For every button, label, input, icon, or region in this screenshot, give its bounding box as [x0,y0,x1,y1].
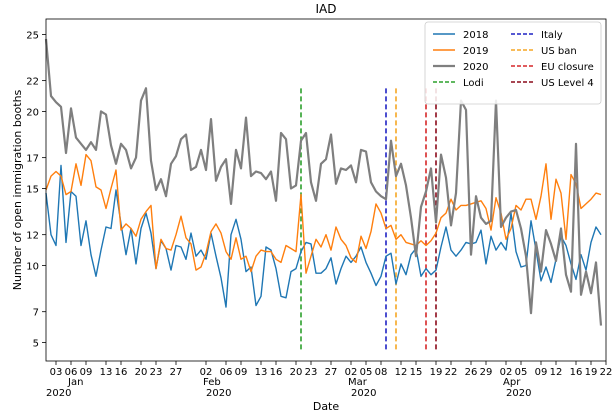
x-month-label: Feb [203,377,221,388]
x-month-label: Mar [348,377,368,388]
x-year-label: 2020 [351,388,376,399]
x-tick-label: 02 [345,367,358,378]
y-tick-label: 5 [33,339,39,350]
y-tick-label: 15 [26,184,39,195]
x-tick-label: 27 [170,367,183,378]
legend-label: 2018 [463,30,488,41]
x-axis-title: Date [313,400,340,413]
x-tick-label: 09 [535,367,548,378]
x-tick-label: 13 [100,367,113,378]
y-axis-title: Number of open immigration booths [11,89,24,290]
x-month-label: Apr [503,377,521,388]
y-tick-label: 12 [26,231,39,242]
event-lines [300,88,437,351]
x-tick-label: 16 [270,367,283,378]
x-tick-label: 02 [500,367,513,378]
x-tick-label: 22 [445,367,458,378]
x-tick-label: 06 [65,367,78,378]
x-tick-label: 22 [600,367,613,378]
legend-label: US ban [541,46,577,57]
series-line-2019 [45,153,602,274]
x-tick-label: 23 [305,367,318,378]
legend-label: Italy [541,30,563,41]
y-tick-label: 17 [26,154,39,165]
y-tick-label: 20 [26,107,39,118]
x-year-label: 2020 [46,388,71,399]
x-tick-label: 16 [115,367,128,378]
legend-box [424,21,602,105]
x-tick-label: 06 [220,367,233,378]
series-line-2018 [45,164,602,308]
y-tick-label: 10 [26,261,39,272]
x-tick-label: 05 [515,367,528,378]
x-tick-label: 12 [550,367,563,378]
x-tick-label: 02 [200,367,213,378]
chart-title: IAD [316,2,337,16]
x-year-label: 2020 [206,388,231,399]
series-line-2020 [44,38,603,326]
legend-label: 2020 [463,62,488,73]
x-tick-label: 13 [255,367,268,378]
x-tick-label: 05 [360,367,373,378]
y-tick-label: 25 [26,30,39,41]
x-tick-label: 08 [375,367,388,378]
x-tick-label: 03 [50,367,63,378]
legend: 2018 2019 2020 Lodi Italy US ban EU closure US … [424,21,602,105]
x-tick-label: 09 [80,367,93,378]
x-tick-label: 19 [585,367,598,378]
legend-label: US Level 4 [541,78,594,89]
x-tick-label: 20 [135,367,148,378]
x-year-label: 2020 [506,388,531,399]
x-tick-label: 20 [290,367,303,378]
legend-label: EU closure [541,62,594,73]
legend-label: Lodi [463,78,484,89]
legend-label: 2019 [463,46,488,57]
x-tick-label: 26 [465,367,478,378]
series-lines [44,38,603,326]
x-month-label: Jan [67,377,83,388]
x-tick-label: 29 [480,367,493,378]
x-tick-label: 23 [150,367,163,378]
y-tick-label: 22 [26,77,39,88]
x-tick-label: 09 [235,367,248,378]
plot-frame [45,18,607,362]
x-tick-label: 12 [395,367,408,378]
x-tick-label: 27 [325,367,338,378]
x-tick-label: 19 [430,367,443,378]
x-tick-label: 15 [410,367,423,378]
x-tick-label: 16 [570,367,583,378]
y-tick-label: 7 [33,308,39,319]
